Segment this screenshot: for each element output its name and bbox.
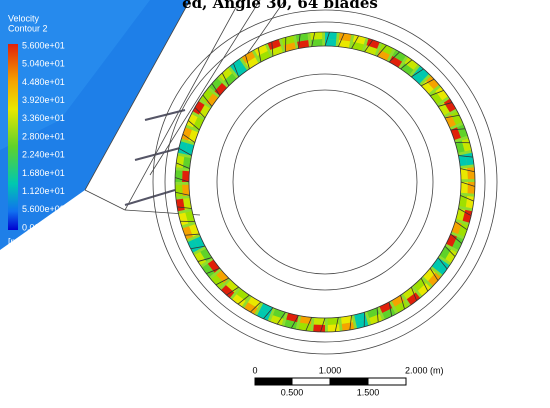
legend-label: 3.920e+01	[22, 95, 65, 105]
ring-edge	[189, 46, 461, 318]
legend-label: 5.600e+01	[22, 40, 65, 50]
blade-ring	[175, 32, 475, 332]
blade-cell	[175, 170, 182, 182]
legend-title: Velocity	[8, 13, 40, 23]
blade-cell	[325, 32, 337, 39]
scale-bar: 0 1.000 2.000 (m) 0.500 1.500	[252, 365, 443, 397]
blade-cell	[175, 185, 183, 197]
legend-label: 3.360e+01	[22, 113, 65, 123]
caption: ed, Angle 30, 64 blades	[182, 0, 378, 12]
legend-label: 4.480e+01	[22, 77, 65, 87]
legend-label: 5.040e+01	[22, 59, 65, 69]
legend-label: 2.240e+01	[22, 150, 65, 160]
blade-cell	[313, 325, 325, 332]
scale-label: 0	[252, 365, 257, 375]
legend-label: 5.600e+00	[22, 204, 65, 214]
scale-label: 1.500	[357, 387, 380, 397]
legend-label: 1.120e+01	[22, 186, 65, 196]
blade-cell	[310, 32, 322, 40]
blade-cell	[467, 167, 475, 179]
blade-cell	[468, 182, 475, 194]
scale-label: 1.000	[319, 365, 342, 375]
legend-unit: [m s^-1]	[8, 236, 40, 246]
legend-label: 0.000e+00	[22, 222, 65, 232]
scale-label: 0.500	[281, 387, 304, 397]
contour-view: ed, Angle 30, 64 blades Velocity Contour…	[0, 0, 550, 403]
color-bar	[8, 44, 18, 230]
legend-subtitle: Contour 2	[8, 23, 48, 33]
blade-cell	[328, 324, 340, 332]
legend-label: 2.800e+01	[22, 131, 65, 141]
scale-label: 2.000 (m)	[405, 365, 444, 375]
legend-label: 1.680e+01	[22, 168, 65, 178]
